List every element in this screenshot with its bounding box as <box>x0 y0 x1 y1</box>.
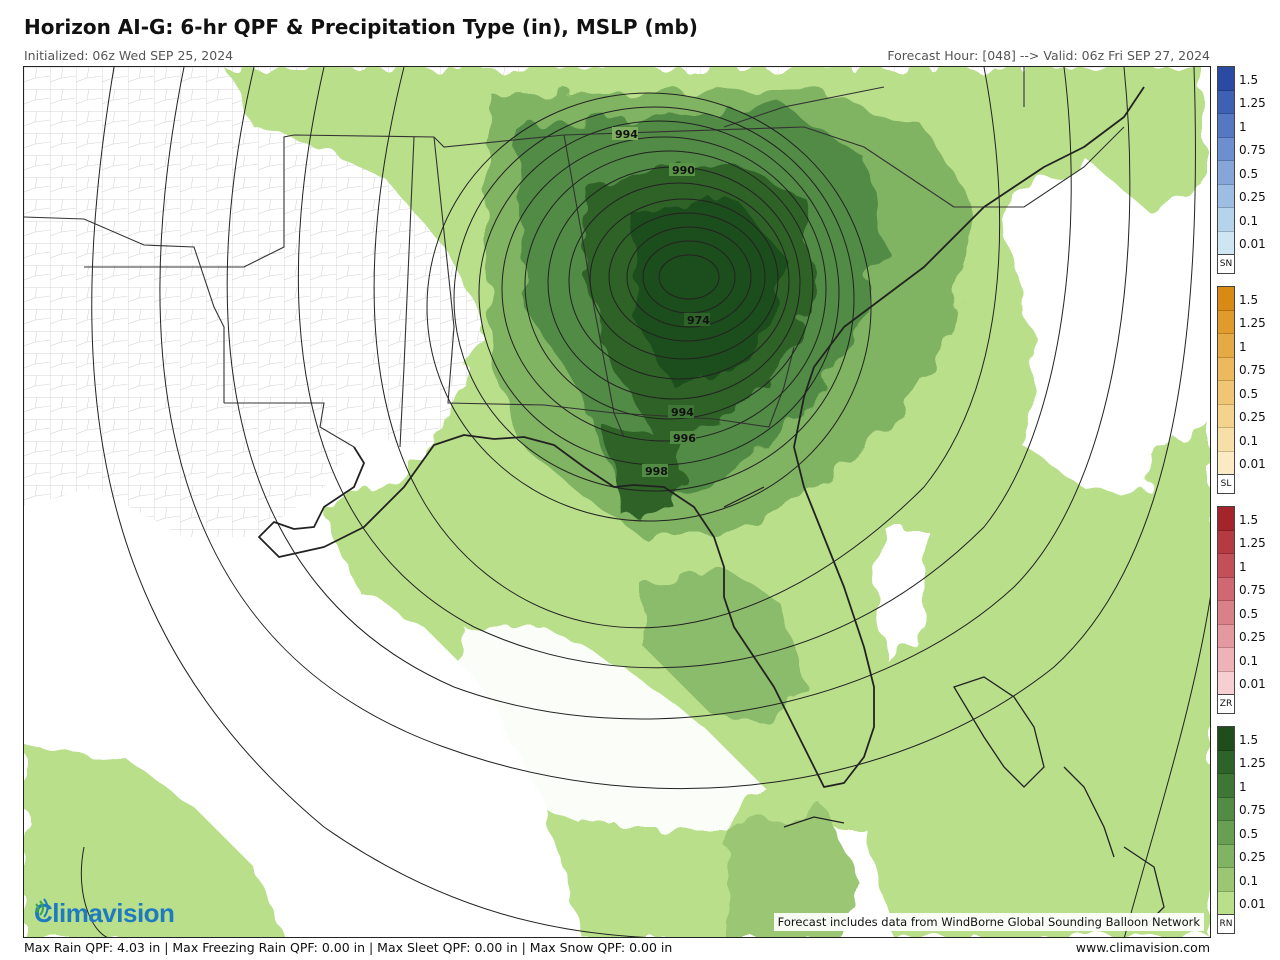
legend-tick-label: 0.01 <box>1239 677 1266 692</box>
legend-color-cell <box>1218 334 1234 358</box>
legend-tick-label: 0.75 <box>1239 363 1266 378</box>
legend-color-cell <box>1218 891 1234 915</box>
legend-color-bar <box>1217 66 1235 255</box>
legend-color-cell <box>1218 161 1234 185</box>
legend-tick-label: 0.01 <box>1239 457 1266 472</box>
legend-tick-label: 0.75 <box>1239 803 1266 818</box>
legend-tick-label: 0.5 <box>1239 386 1259 401</box>
legend-color-cell <box>1218 774 1234 798</box>
legend-type-tag: RN <box>1217 914 1235 934</box>
legend-color-bar <box>1217 506 1235 695</box>
legend-tick-label: 1.25 <box>1239 536 1266 551</box>
isobar-label: 998 <box>645 465 668 478</box>
coastline <box>258 86 1145 788</box>
isobar-label: 994 <box>615 128 638 141</box>
legend-color-cell <box>1218 797 1234 821</box>
legend-tick-label: 1 <box>1239 119 1247 134</box>
legend-color-cell <box>1218 671 1234 695</box>
initialized-time: Initialized: 06z Wed SEP 25, 2024 <box>24 48 234 63</box>
legend-tick-label: 0.25 <box>1239 190 1266 205</box>
legend-color-cell <box>1218 90 1234 114</box>
legend-tick-label: 1.5 <box>1239 512 1259 527</box>
legend-tick-label: 0.1 <box>1239 213 1259 228</box>
legend-color-cell <box>1218 184 1234 208</box>
legend-color-cell <box>1218 530 1234 554</box>
legend-tick-label: 1.5 <box>1239 292 1259 307</box>
website-link[interactable]: www.climavision.com <box>1075 940 1210 955</box>
climavision-logo: Climavision <box>34 898 175 929</box>
legend-tick-label: 0.75 <box>1239 583 1266 598</box>
legend-color-cell <box>1218 428 1234 452</box>
legend-tick-label: 1.25 <box>1239 316 1266 331</box>
legend-type-tag: SL <box>1217 474 1235 494</box>
legend-color-cell <box>1218 727 1234 751</box>
legend-scale-sl: 1.5 1.25 1 0.75 0.5 0.25 0.1 0.01 SL <box>1217 286 1277 494</box>
legend-type-tag: SN <box>1217 254 1235 274</box>
legend-color-cell <box>1218 601 1234 625</box>
dry-areas <box>24 167 1134 937</box>
legend-tick-label: 0.5 <box>1239 826 1259 841</box>
legend-color-cell <box>1218 577 1234 601</box>
isobars <box>80 67 1210 937</box>
legend-tick-label: 1.25 <box>1239 96 1266 111</box>
legend-color-cell <box>1218 67 1234 91</box>
legend-color-cell <box>1218 357 1234 381</box>
legend-color-cell <box>1218 750 1234 774</box>
legend-tick-label: 0.1 <box>1239 433 1259 448</box>
legend-tick-label: 0.5 <box>1239 606 1259 621</box>
forecast-map: 994 990 974 994 996 998 Climavision Fore… <box>23 66 1211 938</box>
isobar-label: 996 <box>673 432 696 445</box>
legend-tick-label: 1.5 <box>1239 732 1259 747</box>
legend-scale-zr: 1.5 1.25 1 0.75 0.5 0.25 0.1 0.01 ZR <box>1217 506 1277 714</box>
legend-color-cell <box>1218 310 1234 334</box>
precip-type-legend: 1.5 1.25 1 0.75 0.5 0.25 0.1 0.01 SN 1.5 1.25 1 0.75… <box>1217 66 1277 938</box>
valid-time: Forecast Hour: [048] --> Valid: 06z Fri … <box>887 48 1210 63</box>
legend-color-cell <box>1218 624 1234 648</box>
legend-tick-label: 0.75 <box>1239 143 1266 158</box>
legend-tick-label: 0.1 <box>1239 653 1259 668</box>
map-canvas: 994 990 974 994 996 998 <box>24 67 1210 937</box>
isobar-label: 994 <box>671 406 694 419</box>
legend-tick-label: 0.5 <box>1239 166 1259 181</box>
legend-tick-label: 0.01 <box>1239 237 1266 252</box>
legend-tick-label: 0.1 <box>1239 873 1259 888</box>
data-credit: Forecast includes data from WindBorne Gl… <box>773 913 1204 931</box>
legend-color-cell <box>1218 231 1234 255</box>
isobar-label-group: 994 990 974 994 996 998 <box>612 127 710 478</box>
legend-tick-label: 0.01 <box>1239 897 1266 912</box>
legend-color-bar <box>1217 286 1235 475</box>
legend-tick-label: 1 <box>1239 779 1247 794</box>
legend-tick-label: 1 <box>1239 559 1247 574</box>
logo-text: Climavision <box>34 898 175 928</box>
legend-color-cell <box>1218 507 1234 531</box>
legend-scale-rn: 1.5 1.25 1 0.75 0.5 0.25 0.1 0.01 RN <box>1217 726 1277 934</box>
legend-color-cell <box>1218 554 1234 578</box>
legend-tick-label: 0.25 <box>1239 630 1266 645</box>
legend-tick-label: 1.25 <box>1239 756 1266 771</box>
legend-color-cell <box>1218 821 1234 845</box>
legend-color-cell <box>1218 648 1234 672</box>
legend-color-cell <box>1218 404 1234 428</box>
legend-color-cell <box>1218 451 1234 475</box>
legend-color-cell <box>1218 381 1234 405</box>
max-qpf-summary: Max Rain QPF: 4.03 in | Max Freezing Rai… <box>24 940 673 955</box>
isobar-label: 974 <box>687 314 710 327</box>
legend-color-cell <box>1218 844 1234 868</box>
legend-color-cell <box>1218 114 1234 138</box>
legend-tick-label: 1 <box>1239 339 1247 354</box>
legend-tick-label: 0.25 <box>1239 850 1266 865</box>
legend-color-bar <box>1217 726 1235 915</box>
legend-color-cell <box>1218 137 1234 161</box>
legend-tick-label: 1.5 <box>1239 72 1259 87</box>
isobar-label: 990 <box>672 164 695 177</box>
map-title: Horizon AI-G: 6-hr QPF & Precipitation T… <box>24 15 698 39</box>
legend-color-cell <box>1218 868 1234 892</box>
legend-type-tag: ZR <box>1217 694 1235 714</box>
legend-color-cell <box>1218 287 1234 311</box>
legend-tick-label: 0.25 <box>1239 410 1266 425</box>
legend-color-cell <box>1218 208 1234 232</box>
legend-scale-sn: 1.5 1.25 1 0.75 0.5 0.25 0.1 0.01 SN <box>1217 66 1277 274</box>
signal-waves-icon <box>35 898 49 918</box>
